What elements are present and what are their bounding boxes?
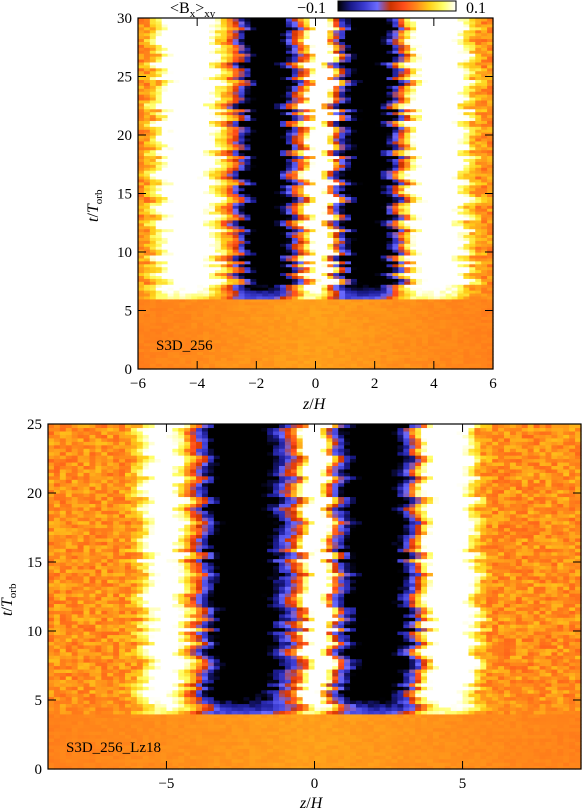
y-tick-label: 0	[125, 362, 133, 378]
x-tick-label: −2	[248, 376, 264, 392]
x-tick-label: 5	[459, 776, 467, 792]
y-tick-label: 15	[27, 555, 42, 571]
y-tick-label: 25	[117, 70, 132, 86]
y-tick-label: 25	[27, 417, 42, 433]
y-tick-label: 20	[27, 486, 42, 502]
colorbar-title-sub-xy: xy	[204, 8, 216, 20]
top-xlabel: z/H	[302, 396, 327, 413]
colorbar-title-main: <B	[170, 0, 190, 17]
y-tick-label: 10	[117, 245, 132, 261]
colorbar: <Bx>xy −0.1 0.1	[170, 0, 486, 20]
colorbar-max-label: 0.1	[466, 0, 486, 17]
bottom-heatmap	[48, 424, 582, 770]
x-tick-label: 4	[430, 376, 438, 392]
x-tick-label: 0	[312, 376, 320, 392]
top-ylabel: t/Torb	[85, 189, 105, 222]
x-tick-label: 0	[311, 776, 319, 792]
y-tick-label: 30	[117, 11, 132, 27]
x-tick-label: −4	[189, 376, 205, 392]
y-tick-label: 5	[125, 304, 133, 320]
colorbar-ramp	[337, 0, 457, 12]
bottom-axes: −5 0 5 0 5 10 15 20 25	[27, 417, 581, 792]
bottom-panel: −5 0 5 0 5 10 15 20 25 S3D_256_Lz18 z/H t/Torb	[0, 417, 582, 811]
y-tick-label: 10	[27, 624, 42, 640]
colorbar-title-sub-x: x	[190, 8, 196, 20]
x-tick-label: 6	[489, 376, 497, 392]
y-tick-label: 5	[35, 693, 43, 709]
y-tick-label: 15	[117, 187, 132, 203]
bottom-ylabel: t/Torb	[0, 583, 19, 616]
x-tick-label: −5	[158, 776, 174, 792]
colorbar-title: <Bx>xy	[170, 0, 216, 20]
y-tick-label: 0	[35, 762, 43, 778]
x-tick-label: −6	[130, 376, 146, 392]
top-axes: −6 −4 −2 0 2 4 6 0 5 10 15 20 25 30	[117, 11, 497, 392]
colorbar-min-label: −0.1	[297, 0, 326, 17]
colorbar-title-close: >	[195, 0, 204, 17]
top-panel: −6 −4 −2 0 2 4 6 0 5 10 15 20 25 30 S3D_256 z/H t/Tor…	[85, 11, 497, 413]
y-tick-label: 20	[117, 128, 132, 144]
bottom-run-label: S3D_256_Lz18	[66, 740, 161, 756]
bottom-xlabel: z/H	[299, 795, 324, 811]
x-tick-label: 2	[371, 376, 379, 392]
top-heatmap	[138, 18, 494, 370]
top-run-label: S3D_256	[156, 338, 213, 354]
